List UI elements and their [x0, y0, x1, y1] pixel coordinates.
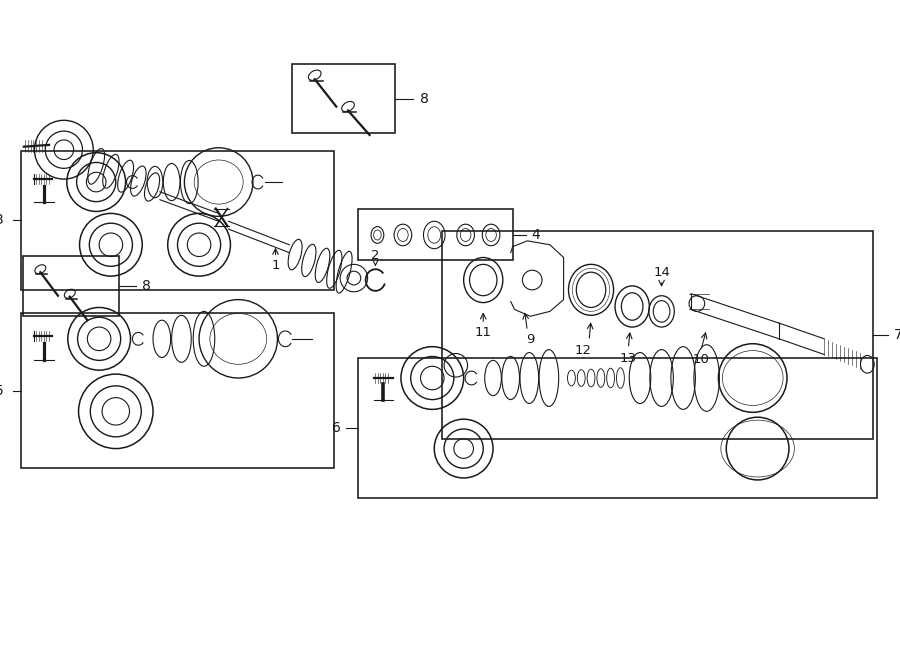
- Text: 8: 8: [141, 279, 150, 293]
- Bar: [358, 210, 513, 260]
- Text: 12: 12: [575, 344, 591, 357]
- Text: 4: 4: [532, 228, 541, 242]
- Text: 10: 10: [692, 353, 709, 366]
- Text: 14: 14: [653, 266, 670, 279]
- Text: 1: 1: [271, 259, 280, 272]
- Text: 5: 5: [0, 384, 4, 398]
- Text: 9: 9: [526, 333, 535, 346]
- Text: 6: 6: [332, 421, 341, 435]
- Text: 13: 13: [620, 352, 637, 365]
- Text: 7: 7: [895, 328, 900, 342]
- Bar: [292, 65, 395, 133]
- Text: 8: 8: [420, 92, 429, 106]
- Text: 2: 2: [371, 249, 380, 262]
- Text: 3: 3: [0, 214, 4, 227]
- Bar: [21, 151, 334, 290]
- Bar: [442, 231, 873, 439]
- Bar: [21, 313, 334, 468]
- Text: 11: 11: [474, 327, 491, 340]
- Bar: [358, 358, 878, 498]
- Bar: [22, 256, 119, 317]
